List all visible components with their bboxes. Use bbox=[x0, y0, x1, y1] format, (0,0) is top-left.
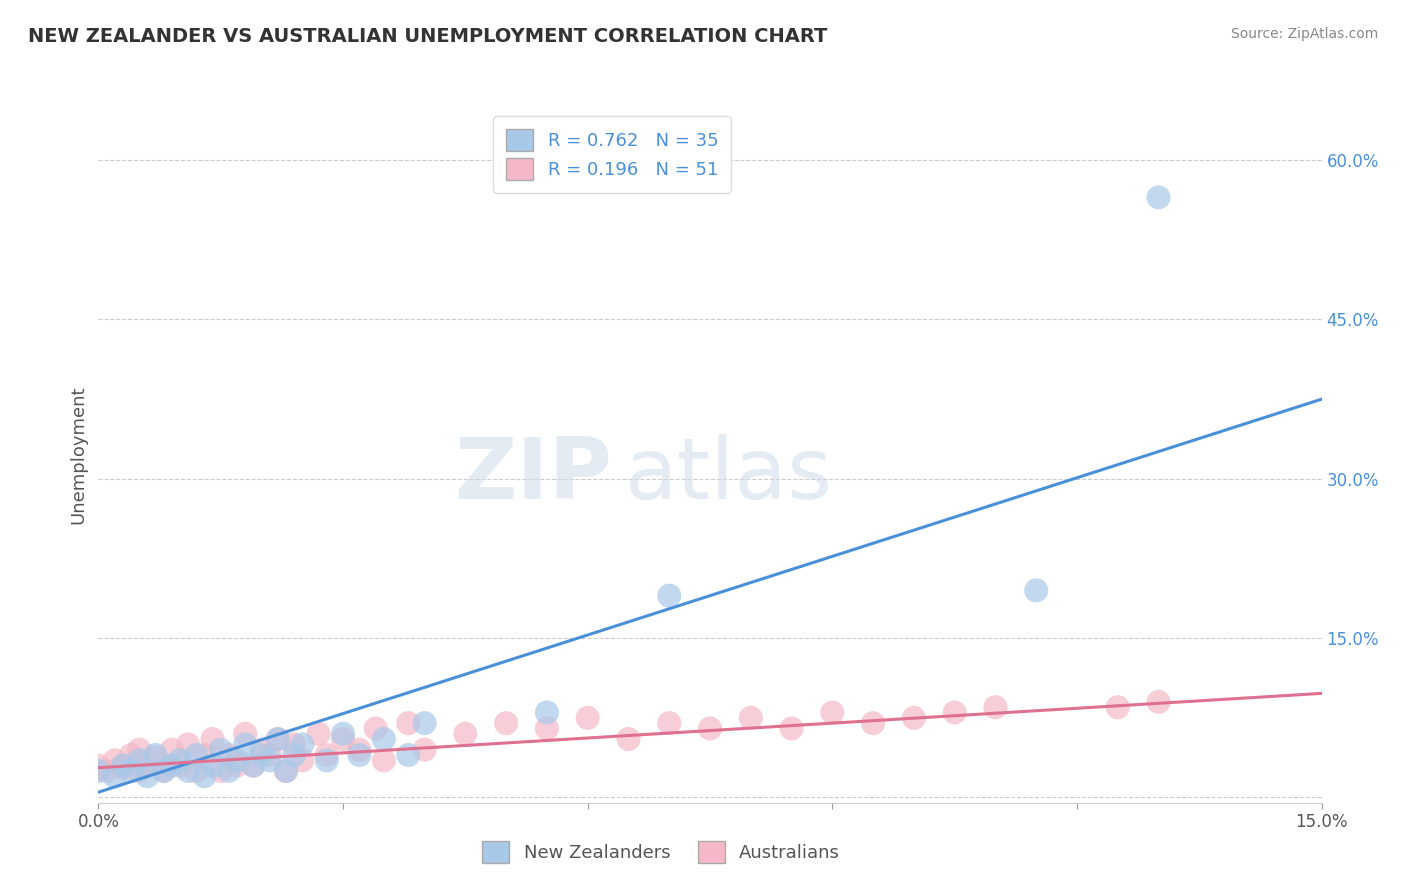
Point bbox=[152, 764, 174, 778]
Point bbox=[396, 747, 419, 762]
Point bbox=[128, 764, 150, 778]
Point bbox=[145, 747, 167, 762]
Point bbox=[136, 769, 159, 783]
Point bbox=[332, 732, 354, 747]
Point bbox=[226, 753, 249, 767]
Point bbox=[177, 764, 200, 778]
Text: ZIP: ZIP bbox=[454, 434, 612, 517]
Point bbox=[218, 764, 240, 778]
Point bbox=[160, 758, 183, 772]
Point bbox=[274, 764, 297, 778]
Point bbox=[349, 747, 371, 762]
Point bbox=[364, 722, 387, 736]
Point bbox=[120, 764, 142, 778]
Point bbox=[617, 732, 640, 747]
Point bbox=[780, 722, 803, 736]
Point bbox=[104, 753, 127, 767]
Point bbox=[193, 769, 215, 783]
Point bbox=[984, 700, 1007, 714]
Point bbox=[332, 727, 354, 741]
Point bbox=[291, 753, 314, 767]
Point bbox=[373, 732, 395, 747]
Point bbox=[96, 764, 118, 778]
Point bbox=[169, 758, 191, 772]
Point bbox=[160, 742, 183, 756]
Point bbox=[177, 738, 200, 752]
Point bbox=[111, 761, 134, 775]
Point bbox=[495, 716, 517, 731]
Point bbox=[862, 716, 884, 731]
Point bbox=[145, 750, 167, 764]
Point bbox=[396, 716, 419, 731]
Point bbox=[536, 722, 558, 736]
Point bbox=[242, 758, 264, 772]
Point bbox=[104, 769, 127, 783]
Point bbox=[152, 764, 174, 778]
Point bbox=[87, 758, 110, 772]
Point bbox=[87, 764, 110, 778]
Point bbox=[1025, 583, 1047, 598]
Point bbox=[201, 758, 224, 772]
Text: NEW ZEALANDER VS AUSTRALIAN UNEMPLOYMENT CORRELATION CHART: NEW ZEALANDER VS AUSTRALIAN UNEMPLOYMENT… bbox=[28, 27, 828, 45]
Point bbox=[699, 722, 721, 736]
Text: Source: ZipAtlas.com: Source: ZipAtlas.com bbox=[1230, 27, 1378, 41]
Point bbox=[169, 753, 191, 767]
Point bbox=[658, 716, 681, 731]
Legend: New Zealanders, Australians: New Zealanders, Australians bbox=[475, 834, 848, 871]
Point bbox=[283, 738, 305, 752]
Point bbox=[413, 716, 436, 731]
Point bbox=[128, 753, 150, 767]
Point bbox=[315, 747, 337, 762]
Point bbox=[136, 758, 159, 772]
Point bbox=[120, 747, 142, 762]
Point bbox=[373, 753, 395, 767]
Point bbox=[250, 742, 273, 756]
Point bbox=[291, 738, 314, 752]
Point bbox=[186, 747, 208, 762]
Point bbox=[242, 758, 264, 772]
Point bbox=[267, 732, 290, 747]
Point bbox=[308, 727, 330, 741]
Point bbox=[226, 758, 249, 772]
Point bbox=[349, 742, 371, 756]
Text: atlas: atlas bbox=[624, 434, 832, 517]
Point bbox=[193, 747, 215, 762]
Point bbox=[267, 732, 290, 747]
Point bbox=[576, 711, 599, 725]
Point bbox=[233, 738, 256, 752]
Point bbox=[821, 706, 844, 720]
Point bbox=[274, 764, 297, 778]
Point bbox=[1147, 695, 1170, 709]
Point bbox=[186, 764, 208, 778]
Point bbox=[1147, 190, 1170, 204]
Point bbox=[259, 747, 281, 762]
Point bbox=[201, 732, 224, 747]
Point bbox=[250, 747, 273, 762]
Point bbox=[658, 589, 681, 603]
Point bbox=[283, 747, 305, 762]
Point bbox=[128, 742, 150, 756]
Point bbox=[740, 711, 762, 725]
Point bbox=[903, 711, 925, 725]
Point bbox=[943, 706, 966, 720]
Point bbox=[233, 727, 256, 741]
Point bbox=[315, 753, 337, 767]
Point bbox=[111, 758, 134, 772]
Point bbox=[454, 727, 477, 741]
Point bbox=[209, 764, 232, 778]
Point bbox=[218, 747, 240, 762]
Point bbox=[259, 753, 281, 767]
Point bbox=[1107, 700, 1129, 714]
Point bbox=[413, 742, 436, 756]
Point bbox=[536, 706, 558, 720]
Point bbox=[209, 742, 232, 756]
Y-axis label: Unemployment: Unemployment bbox=[69, 385, 87, 524]
